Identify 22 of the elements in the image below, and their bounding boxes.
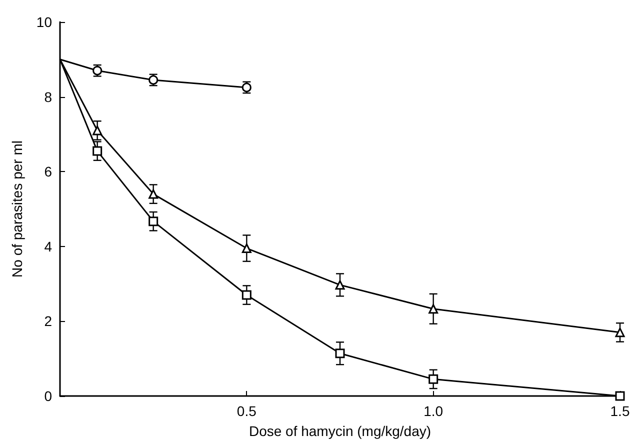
point [242, 244, 252, 254]
y-tick-label: 10 [36, 14, 52, 30]
y-tick-label: 6 [44, 164, 52, 180]
point [92, 126, 102, 136]
point [242, 290, 252, 300]
y-tick-label: 2 [44, 313, 52, 330]
y-tick-label: 4 [44, 238, 52, 254]
y-axis-title: No of parasites per ml [9, 140, 25, 278]
point [428, 304, 438, 314]
point [335, 348, 345, 358]
point [428, 374, 438, 384]
point [335, 280, 345, 290]
point [615, 328, 625, 338]
x-axis-title: Dose of hamycin (mg/kg/day) [248, 423, 432, 439]
y-tick-label: 8 [44, 88, 52, 105]
x-tick-label: 0.5 [236, 403, 257, 419]
point [92, 146, 102, 156]
x-tick-label: 1.5 [610, 403, 630, 419]
x-tick-label: 1.0 [424, 403, 444, 419]
point [148, 189, 158, 199]
y-tick-label: 0 [44, 388, 52, 404]
point [148, 216, 158, 226]
